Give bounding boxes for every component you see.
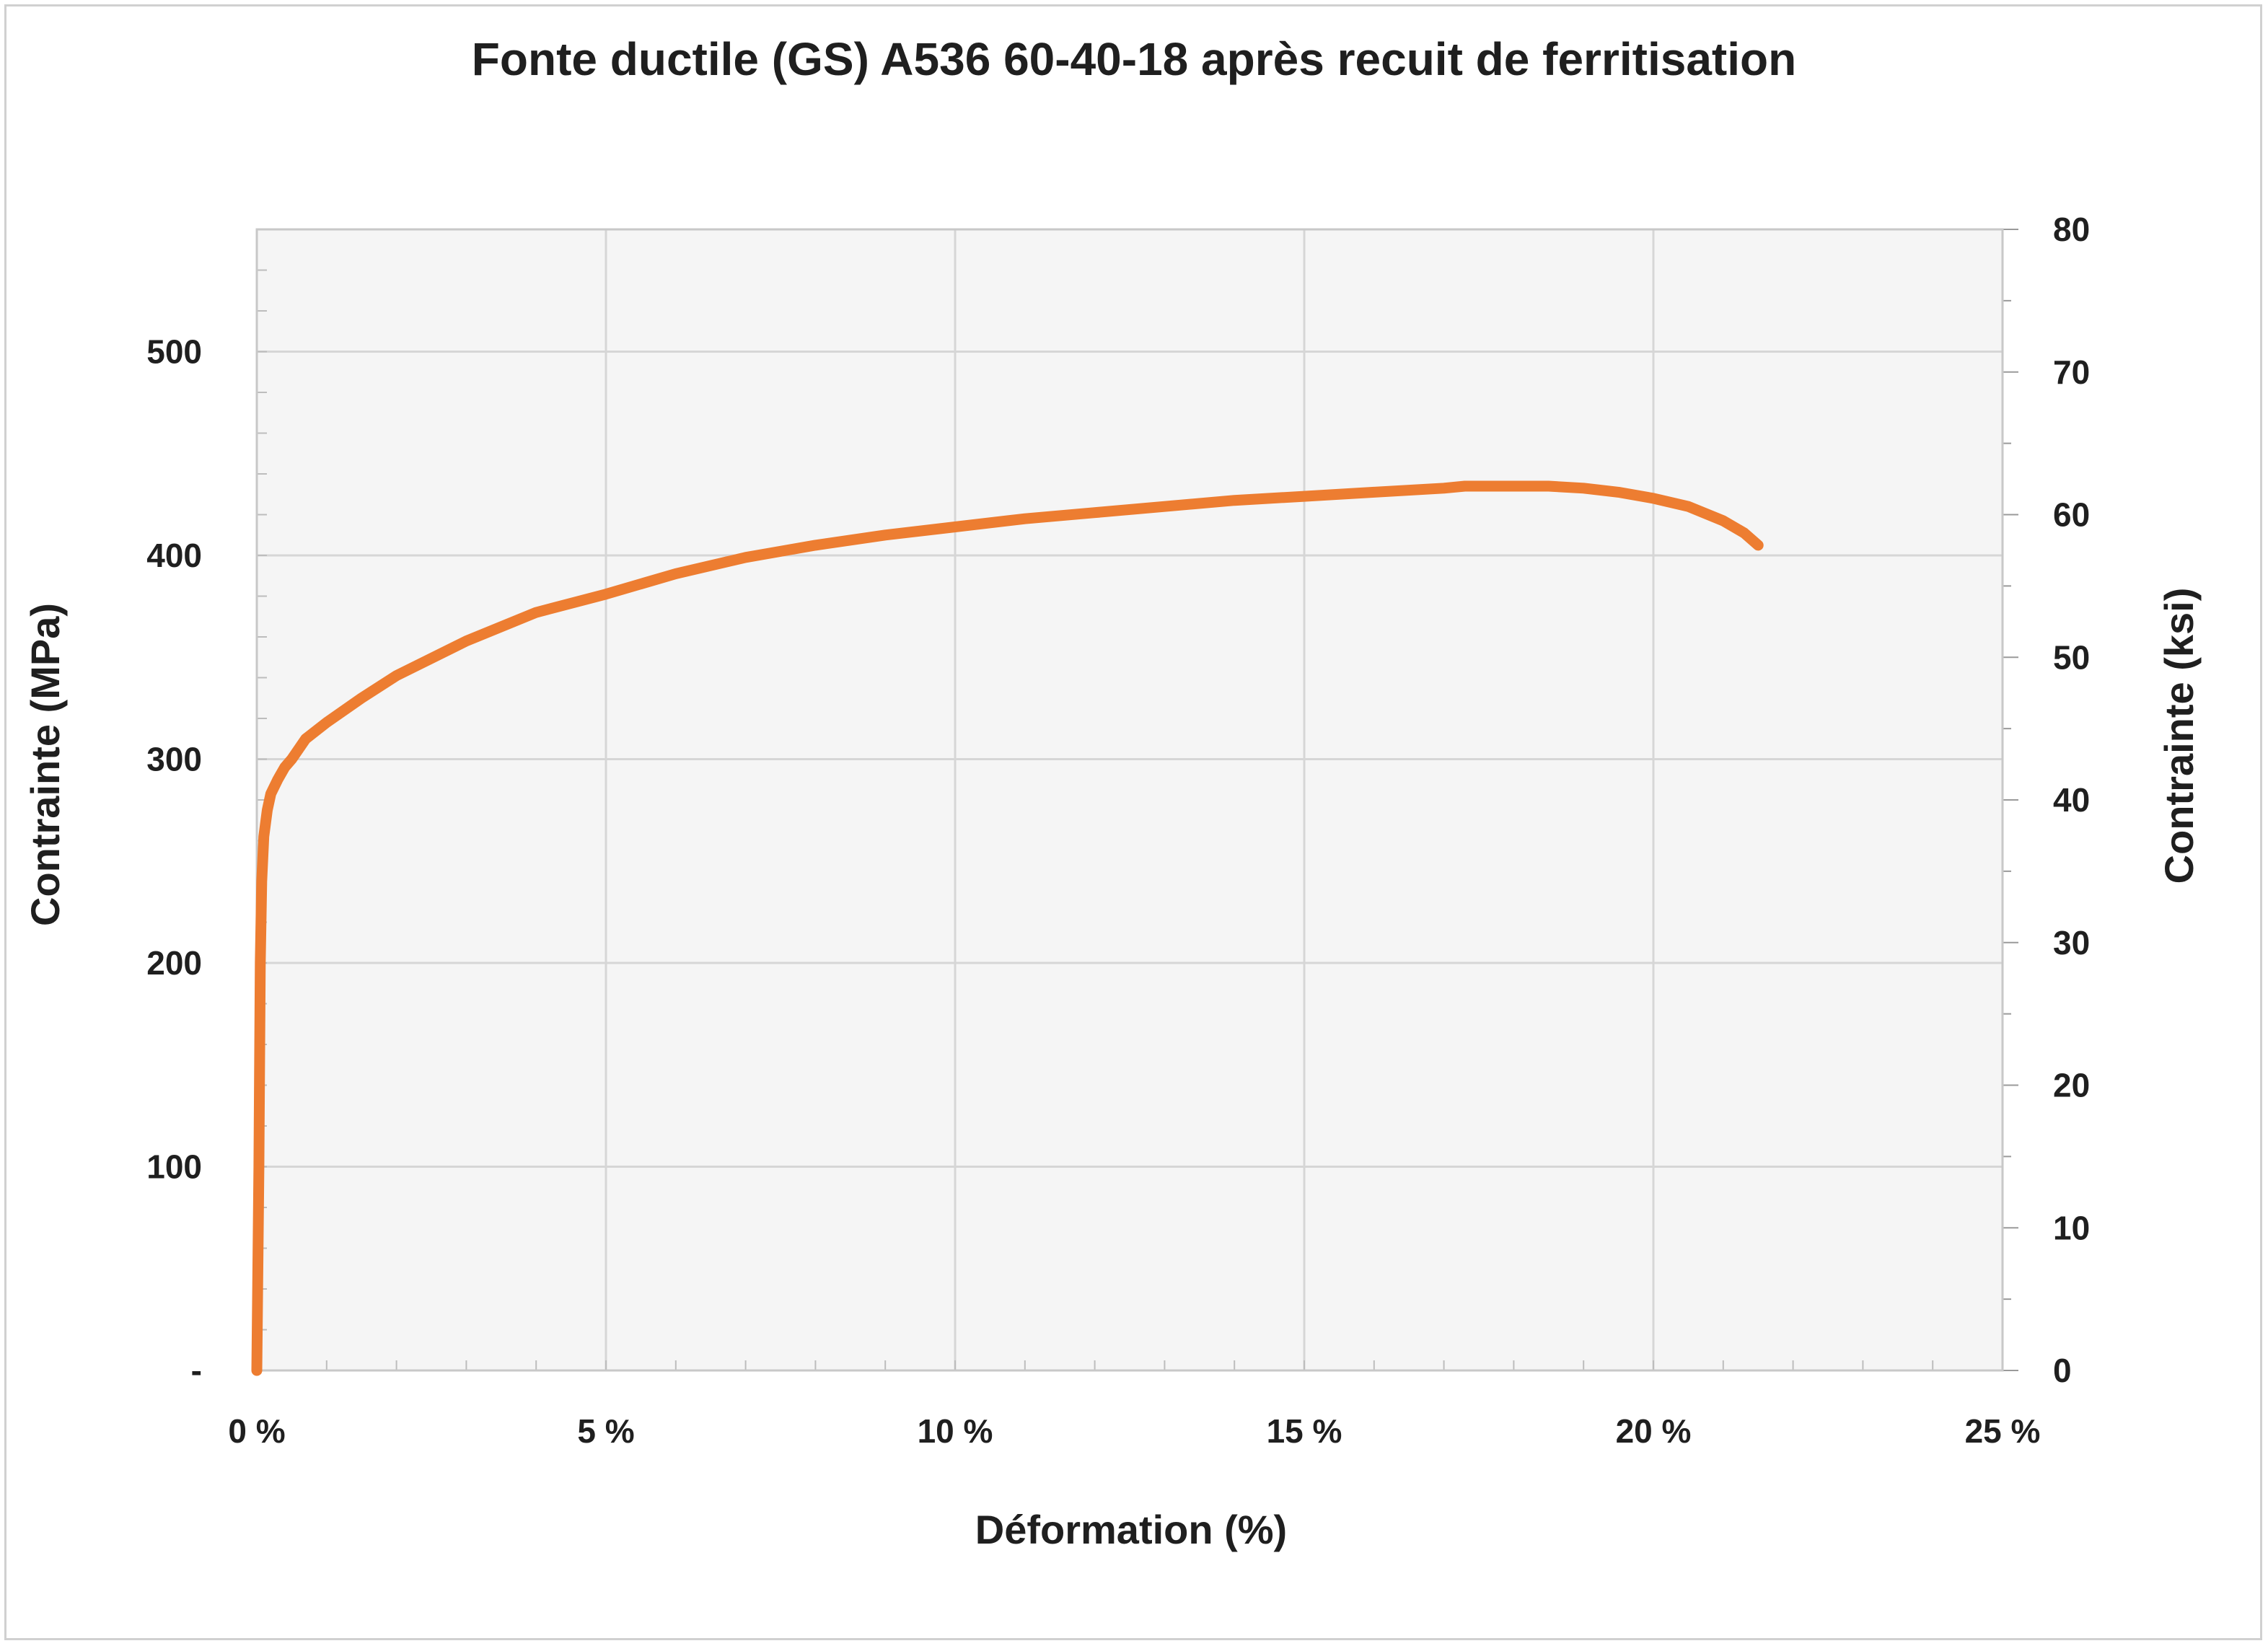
y-tick-label: 200: [146, 944, 202, 982]
y-tick-label: 100: [146, 1148, 202, 1186]
y2-tick-label: 30: [2053, 924, 2090, 961]
chart-title: Fonte ductile (GS) A536 60-40-18 après r…: [472, 33, 1796, 85]
y-axis-label-right: Contrainte (ksi): [2156, 588, 2202, 884]
x-tick-label: 20 %: [1616, 1412, 1692, 1450]
x-tick-label: 15 %: [1267, 1412, 1342, 1450]
y-tick-label: -: [191, 1352, 202, 1389]
y-tick-label: 400: [146, 537, 202, 574]
y2-tick-label: 50: [2053, 638, 2090, 676]
y2-tick-label: 80: [2053, 211, 2090, 248]
y-tick-label: 500: [146, 333, 202, 371]
y-tick-label: 300: [146, 741, 202, 778]
y2-tick-label: 10: [2053, 1209, 2090, 1246]
x-tick-label: 25 %: [1965, 1412, 2041, 1450]
y2-tick-label: 0: [2053, 1352, 2072, 1389]
x-tick-label: 5 %: [577, 1412, 634, 1450]
x-axis-label: Déformation (%): [975, 1507, 1287, 1552]
x-tick-label: 0 %: [228, 1412, 285, 1450]
plot-border: [255, 228, 2004, 1372]
y2-tick-label: 40: [2053, 781, 2090, 819]
y-axis-label-left: Contrainte (MPa): [22, 603, 68, 926]
plot-area: 0 % 5 % 10 % 15 % 20 % 25 % - 100 200 300 400 500 0 1…: [146, 211, 2090, 1450]
plot-background: [257, 229, 2003, 1370]
x-tick-label: 10 %: [918, 1412, 993, 1450]
y2-tick-label: 60: [2053, 496, 2090, 534]
y2-tick-label: 20: [2053, 1067, 2090, 1104]
series-line: [251, 480, 1764, 1376]
y2-tick-label: 70: [2053, 353, 2090, 391]
